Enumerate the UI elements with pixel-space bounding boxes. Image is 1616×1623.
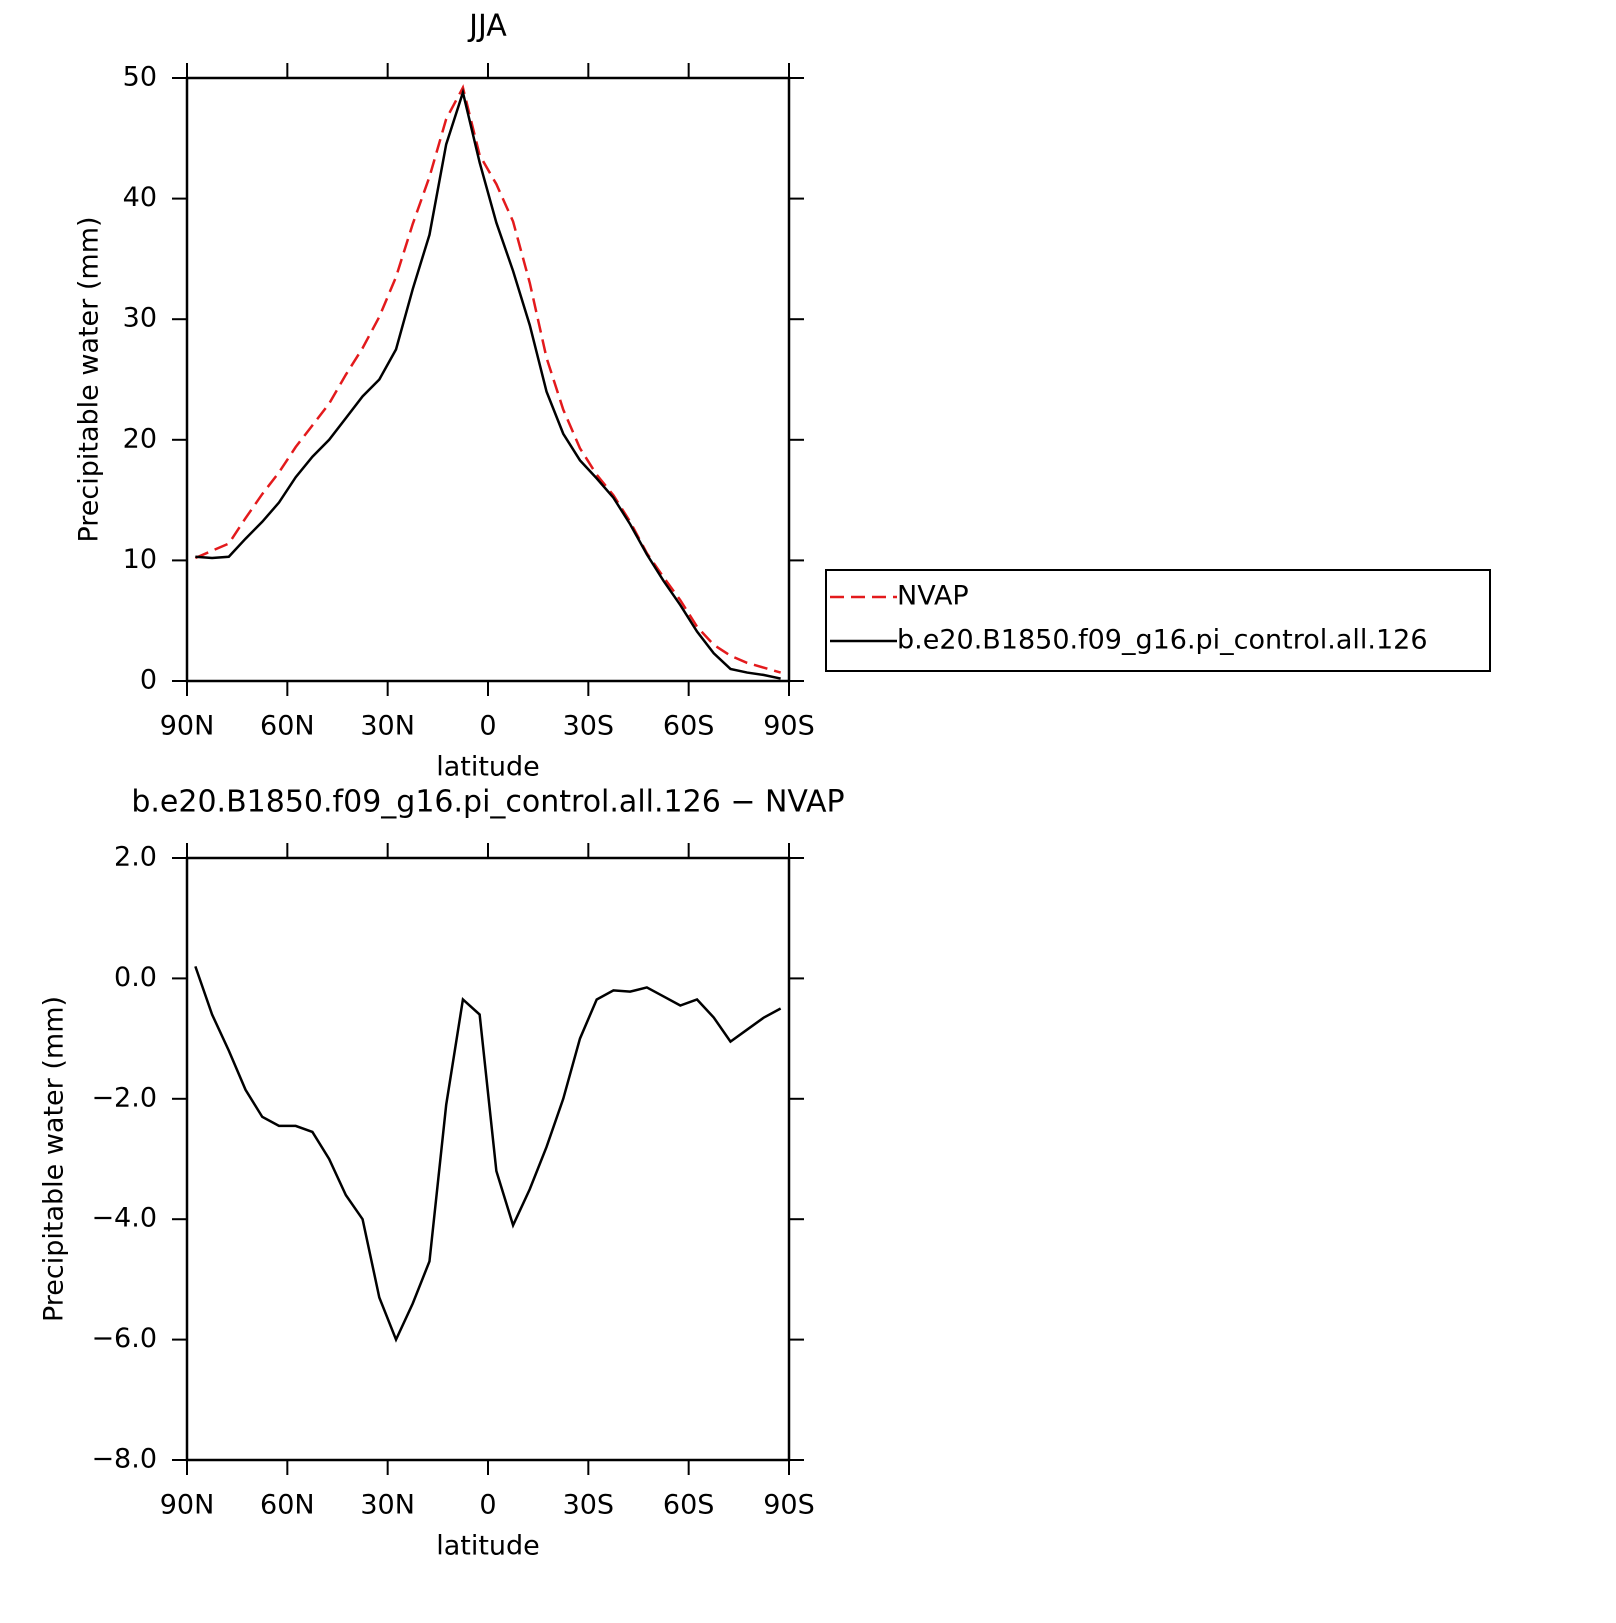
y-tick-label: 10 <box>123 544 157 575</box>
x-tick-label: 90N <box>160 1490 215 1521</box>
x-tick-label: 90S <box>763 1490 815 1521</box>
y-tick-label: −4.0 <box>91 1203 157 1234</box>
data-line <box>194 84 781 674</box>
legend-label: b.e20.B1850.f09_g16.pi_control.all.126 <box>897 625 1428 656</box>
legend-label: NVAP <box>897 581 969 612</box>
x-tick-label: 30S <box>563 711 615 742</box>
x-tick-label: 0 <box>479 711 496 742</box>
y-tick-label: −2.0 <box>91 1082 157 1113</box>
x-tick-label: 60S <box>663 711 715 742</box>
y-tick-label: 50 <box>123 62 157 93</box>
plot-frame <box>185 856 791 1462</box>
y-axis-label: Precipitable water (mm) <box>74 216 105 542</box>
x-tick-label: 0 <box>479 1490 496 1521</box>
y-tick-label: 2.0 <box>114 842 157 873</box>
y-tick-label: 20 <box>123 423 157 454</box>
x-tick-label: 30S <box>563 1490 615 1521</box>
chart-title: JJA <box>467 9 507 44</box>
x-axis-label: latitude <box>436 752 540 783</box>
x-tick-label: 90N <box>160 711 215 742</box>
plot-frame <box>185 76 791 683</box>
x-tick-label: 60N <box>260 711 315 742</box>
x-tick-label: 60S <box>663 1490 715 1521</box>
x-tick-label: 30N <box>360 1490 415 1521</box>
x-tick-label: 60N <box>260 1490 315 1521</box>
x-tick-label: 90S <box>763 711 815 742</box>
y-tick-label: 0.0 <box>114 962 157 993</box>
legend-box <box>825 569 1491 672</box>
y-tick-label: −6.0 <box>91 1323 157 1354</box>
y-axis-label: Precipitable water (mm) <box>39 996 70 1322</box>
y-tick-label: −8.0 <box>91 1444 157 1475</box>
data-line <box>195 87 781 680</box>
y-tick-label: 40 <box>123 182 157 213</box>
y-tick-label: 0 <box>140 665 157 696</box>
x-axis-label: latitude <box>436 1531 540 1562</box>
chart-title: b.e20.B1850.f09_g16.pi_control.all.126 −… <box>131 785 844 820</box>
y-tick-label: 30 <box>123 303 157 334</box>
data-line <box>194 965 782 1343</box>
x-tick-label: 30N <box>360 711 415 742</box>
